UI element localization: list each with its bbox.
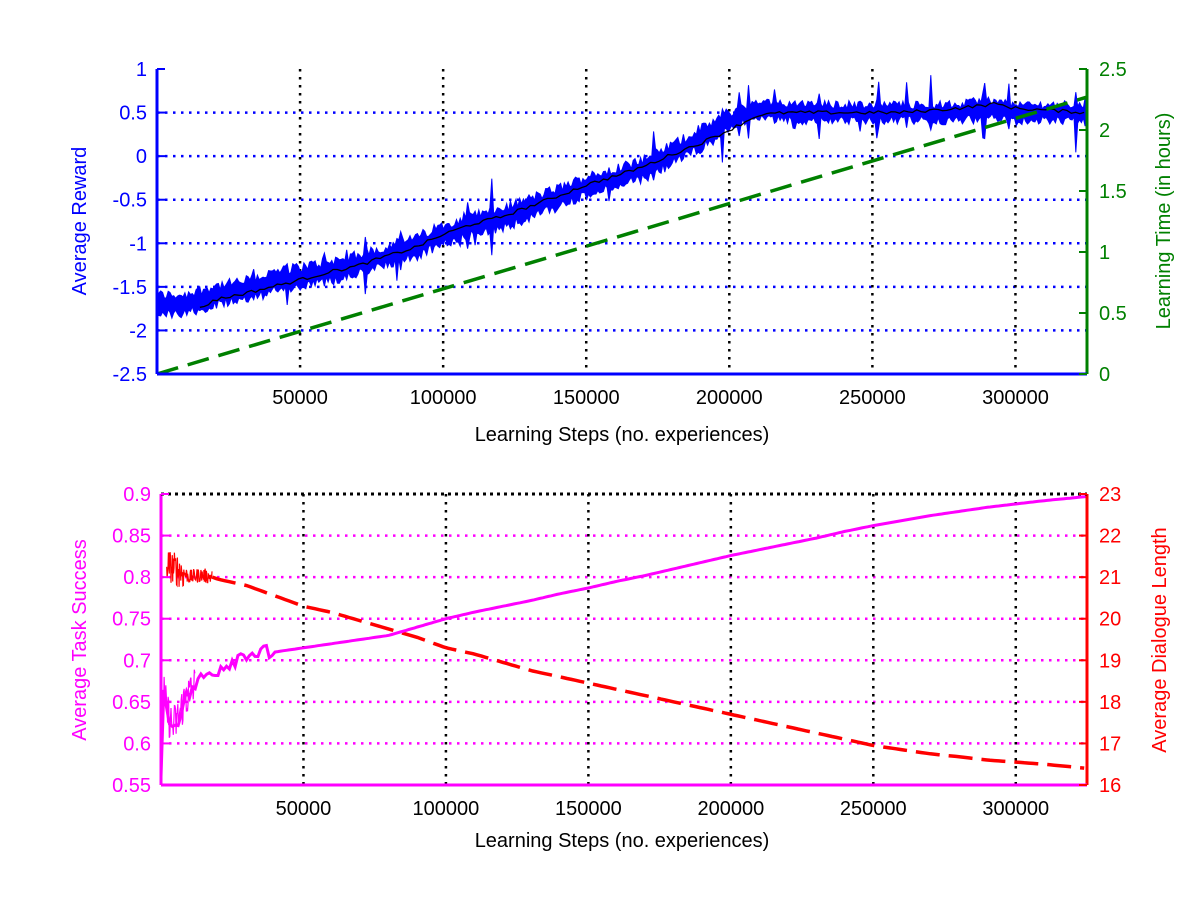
x-tick-label: 300000 [982,798,1049,820]
y-tick-label: -1.5 [113,277,147,299]
y-tick-label: 0.8 [123,567,151,589]
x-tick-label: 150000 [553,387,620,409]
y2-tick-label: 17 [1099,733,1121,755]
y2-tick-label: 22 [1099,526,1121,548]
y-tick-label: -0.5 [113,190,147,212]
y2-tick-label: 23 [1099,484,1121,506]
y-tick-label: 0.55 [112,775,151,797]
y2-tick-label: 1.5 [1099,181,1127,203]
reward-y-axis-label: Average Reward [69,147,91,296]
y2-tick-label: 0.5 [1099,303,1127,325]
y2-tick-label: 18 [1099,692,1121,714]
y-tick-label: -1 [129,233,147,255]
x-tick-label: 250000 [839,387,906,409]
x-tick-label: 250000 [840,798,907,820]
y2-tick-label: 2.5 [1099,59,1127,81]
task-success-x-tick-labels: 50000 100000 150000 200000 250000 300000 [276,798,1049,820]
y-tick-label: 0.7 [123,650,151,672]
y-tick-label: -2 [129,320,147,342]
reward-y-tick-labels: -2.5 -2 -1.5 -1 -0.5 0 0.5 1 [113,59,147,386]
learning-time-line [156,95,1088,376]
y-tick-label: 0.9 [123,484,151,506]
y-tick-label: 1 [136,59,147,81]
reward-horizontal-grid [157,111,1087,332]
reward-x-axis-label: Learning Steps (no. experiences) [475,424,770,446]
x-tick-label: 50000 [276,798,332,820]
y-tick-label: 0.75 [112,609,151,631]
x-tick-label: 300000 [982,387,1049,409]
task-success-chart: 50000 100000 150000 200000 250000 300000 0.55… [69,484,1171,852]
x-tick-label: 100000 [413,798,480,820]
task-success-x-axis-label: Learning Steps (no. experiences) [475,830,770,852]
x-tick-label: 100000 [410,387,477,409]
time-y2-axis-label: Learning Time (in hours) [1153,113,1175,330]
time-y2-tick-labels: 0 0.5 1 1.5 2 2.5 [1099,59,1127,386]
dialogue-length-line [211,575,1085,770]
x-tick-label: 50000 [272,387,328,409]
y2-tick-label: 0 [1099,364,1110,386]
task-success-early-noise [161,669,196,738]
task-success-y-axis-label: Average Task Success [69,539,91,741]
y-tick-label: 0.85 [112,526,151,548]
x-tick-label: 150000 [555,798,622,820]
task-success-plot-area [161,494,1087,785]
task-success-line [159,495,1088,777]
y2-tick-label: 16 [1099,775,1121,797]
y2-tick-label: 19 [1099,650,1121,672]
reward-chart: 50000 100000 150000 200000 250000 300000 -2.5… [69,59,1175,446]
y-tick-label: 0.6 [123,733,151,755]
y2-tick-label: 1 [1099,242,1110,264]
task-success-y-tick-labels: 0.55 0.6 0.65 0.7 0.75 0.8 0.85 0.9 [112,484,151,797]
dialogue-length-y2-tick-labels: 16 17 18 19 20 21 22 23 [1099,484,1121,797]
y2-tick-label: 20 [1099,609,1121,631]
reward-axes-frame [155,68,1089,376]
reward-vertical-grid [298,69,1017,374]
y-tick-label: 0.65 [112,692,151,714]
y2-tick-label: 21 [1099,567,1121,589]
x-tick-label: 200000 [696,387,763,409]
y2-tick-label: 2 [1099,120,1110,142]
dialogue-length-early-noise [166,552,213,588]
y-tick-label: -2.5 [113,364,147,386]
reward-moving-average-line [199,101,1085,308]
y-tick-label: 0.5 [119,103,147,125]
dialogue-length-y2-axis-label: Average Dialogue Length [1149,527,1171,752]
y-tick-label: 0 [136,146,147,168]
x-tick-label: 200000 [697,798,764,820]
task-success-axes-frame [159,492,1089,787]
reward-x-tick-labels: 50000 100000 150000 200000 250000 300000 [272,387,1049,409]
task-success-vertical-grid [302,494,1018,785]
task-success-horizontal-grid [161,534,1087,745]
